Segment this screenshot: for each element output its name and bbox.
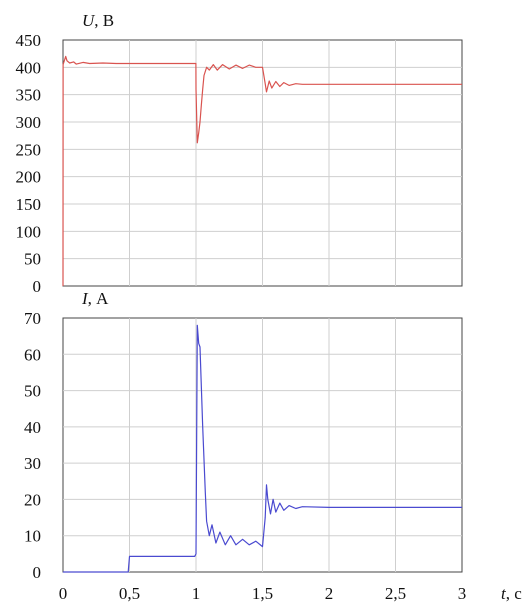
current-y-tick-label: 50 xyxy=(24,382,41,401)
time-x-tick-label: 2 xyxy=(325,584,334,603)
voltage-axis-unit: , В xyxy=(94,11,114,30)
voltage-y-tick-label: 150 xyxy=(16,195,42,214)
time-axis-label: t, с xyxy=(501,584,522,603)
current-chart: 0 10 20 30 40 50 60 70 0 0,5 1 1,5 2 2,5 3 I, А t, с xyxy=(24,289,522,603)
voltage-y-tick-label: 0 xyxy=(33,277,42,296)
current-y-tick-label: 30 xyxy=(24,454,41,473)
voltage-series xyxy=(62,55,462,287)
current-y-ticks: 0 10 20 30 40 50 60 70 xyxy=(24,309,41,582)
current-axis-unit: , А xyxy=(88,289,110,308)
voltage-y-tick-label: 350 xyxy=(16,86,42,105)
current-y-tick-label: 10 xyxy=(24,527,41,546)
voltage-y-tick-label: 50 xyxy=(24,250,41,269)
current-y-tick-label: 20 xyxy=(24,490,41,509)
time-x-tick-label: 0 xyxy=(59,584,68,603)
time-x-ticks: 0 0,5 1 1,5 2 2,5 3 xyxy=(59,584,467,603)
time-x-tick-label: 0,5 xyxy=(119,584,140,603)
time-x-tick-label: 1,5 xyxy=(252,584,273,603)
voltage-y-tick-label: 250 xyxy=(16,140,42,159)
voltage-series-line xyxy=(62,55,462,287)
current-grid xyxy=(63,318,462,572)
voltage-y-tick-label: 300 xyxy=(16,113,42,132)
time-axis-symbol: t xyxy=(501,584,507,603)
voltage-axis-label: U, В xyxy=(82,11,114,30)
voltage-axis-symbol: U xyxy=(82,11,96,30)
time-axis-unit: , с xyxy=(506,584,523,603)
current-series-line xyxy=(63,324,462,573)
current-y-tick-label: 0 xyxy=(33,563,42,582)
voltage-y-tick-label: 200 xyxy=(16,168,42,187)
voltage-y-tick-label: 400 xyxy=(16,58,42,77)
current-axis-symbol: I xyxy=(81,289,89,308)
voltage-y-ticks: 0 50 100 150 200 250 300 350 400 450 xyxy=(16,31,42,296)
voltage-y-tick-label: 100 xyxy=(16,222,42,241)
current-series xyxy=(63,324,462,573)
voltage-chart: 0 50 100 150 200 250 300 350 400 450 U, В xyxy=(16,11,463,296)
voltage-grid xyxy=(63,40,462,286)
current-y-tick-label: 40 xyxy=(24,418,41,437)
current-y-tick-label: 70 xyxy=(24,309,41,328)
current-y-tick-label: 60 xyxy=(24,345,41,364)
time-x-tick-label: 3 xyxy=(458,584,467,603)
voltage-y-tick-label: 450 xyxy=(16,31,42,50)
time-x-tick-label: 2,5 xyxy=(385,584,406,603)
current-axis-label: I, А xyxy=(81,289,109,308)
time-x-tick-label: 1 xyxy=(192,584,201,603)
